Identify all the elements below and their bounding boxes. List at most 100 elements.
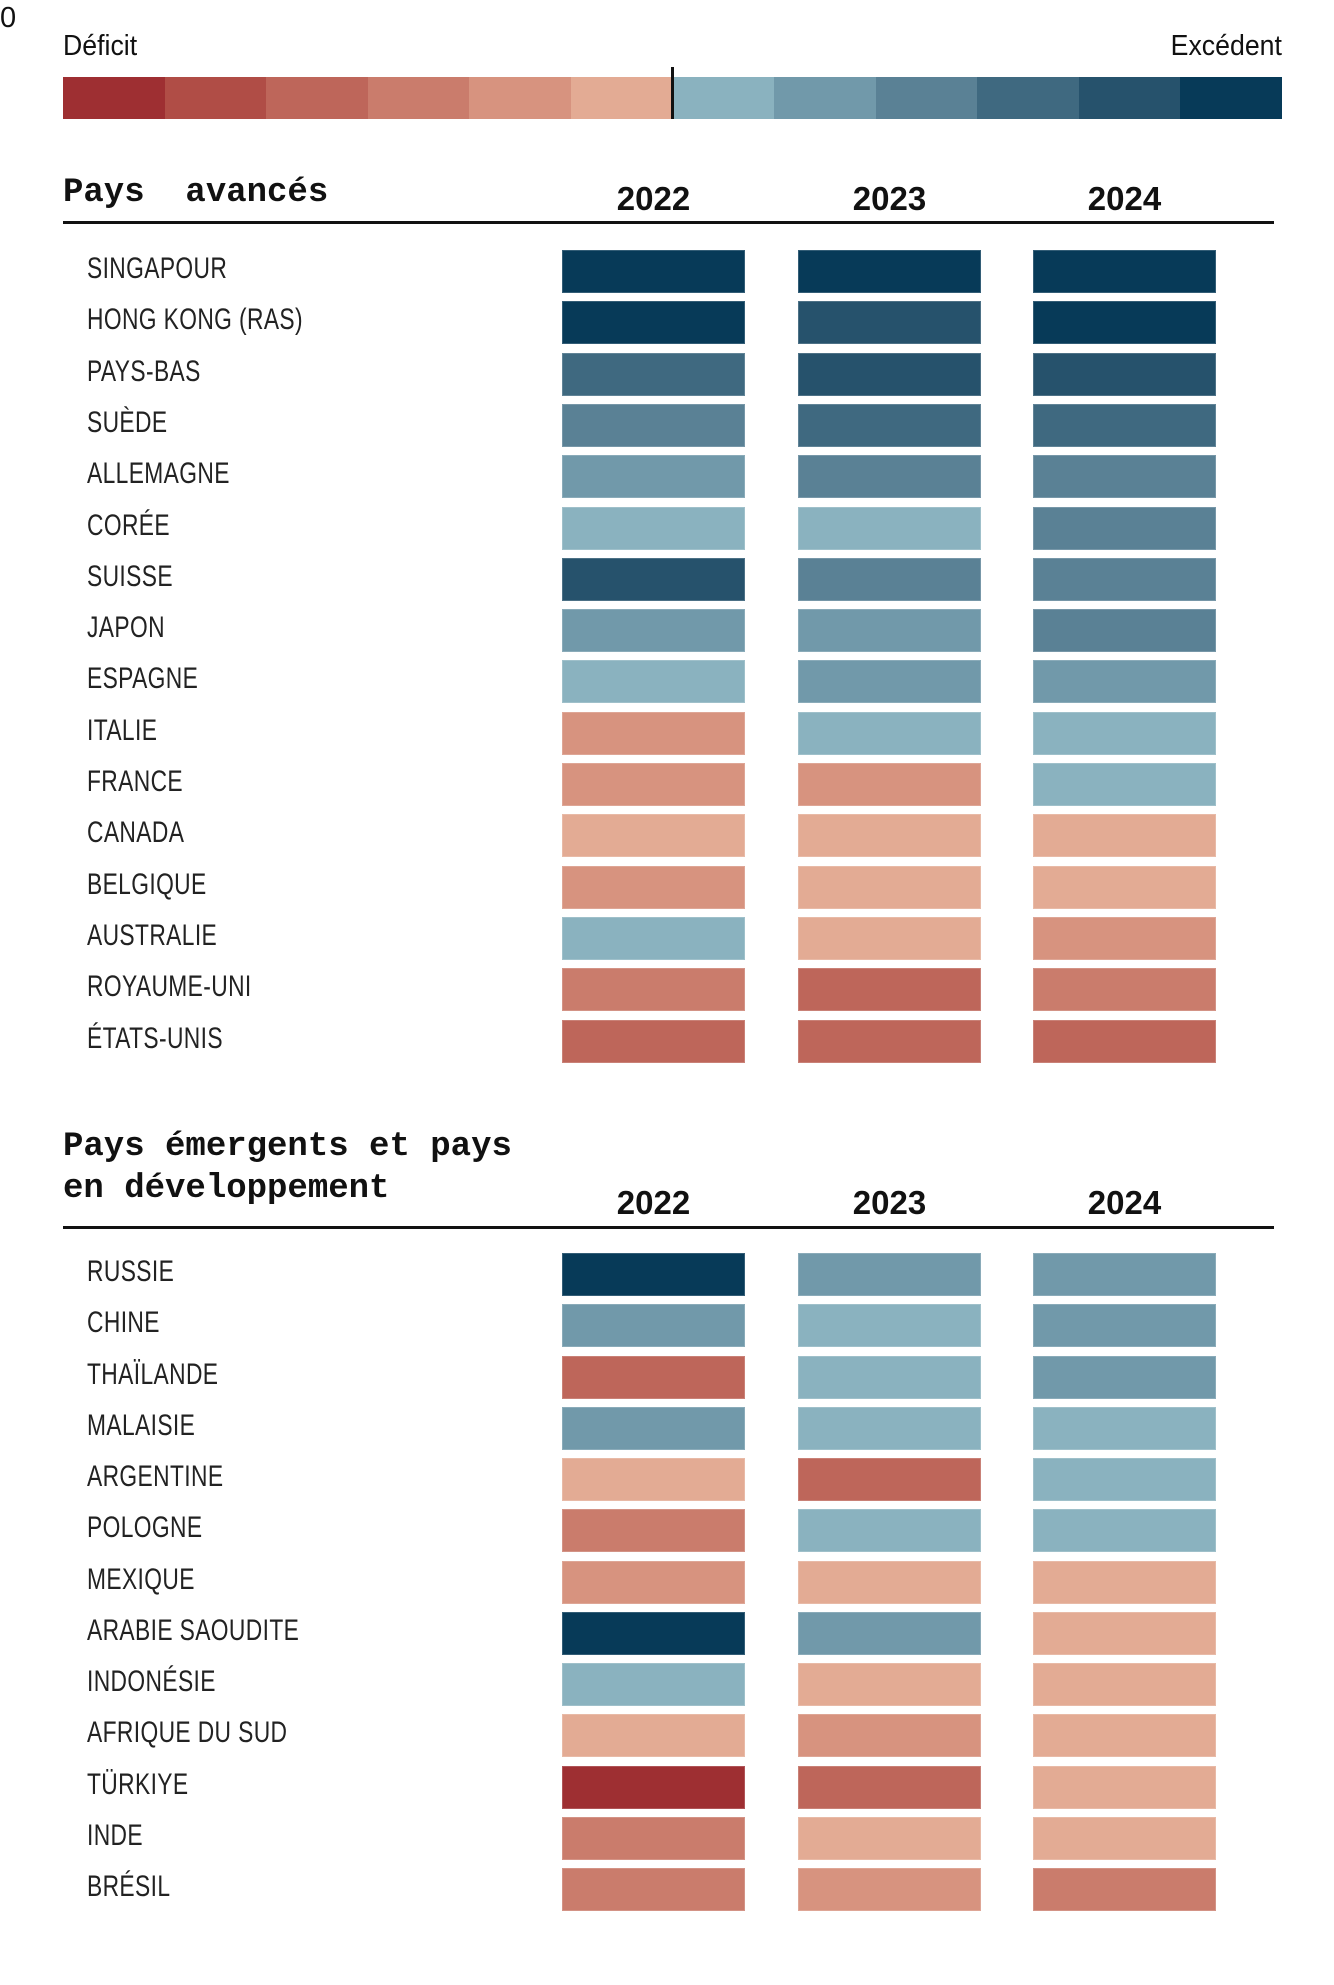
heatmap-cell (1033, 814, 1216, 858)
heatmap-cell (1033, 968, 1216, 1012)
heatmap-cell (1033, 403, 1216, 447)
heatmap-cell (1033, 352, 1216, 396)
legend-swatch (1078, 77, 1181, 119)
heatmap-cell (1033, 1765, 1216, 1809)
legend-swatch (977, 77, 1079, 119)
heatmap-cell (798, 865, 981, 909)
section-title-emerging: Pays émergents et pays en développement (63, 1128, 512, 1208)
heatmap-cell (798, 1663, 981, 1706)
row-label: THAÏLANDE (87, 1357, 219, 1391)
heatmap-cell (798, 1019, 981, 1063)
heatmap-cell (562, 1019, 745, 1063)
heatmap-cell (1033, 1611, 1216, 1655)
row-label: MALAISIE (87, 1408, 196, 1442)
row-label: ÉTATS-UNIS (87, 1021, 223, 1055)
heatmap-cell (1033, 1868, 1216, 1911)
heatmap-cell (562, 1663, 745, 1706)
heatmap-cell (562, 1355, 745, 1399)
heatmap-cell (798, 250, 981, 293)
heatmap-cell (1033, 1355, 1216, 1399)
row-label: PAYS-BAS (87, 354, 201, 388)
row-label: INDONÉSIE (87, 1665, 216, 1698)
heatmap-cell (798, 1304, 981, 1348)
heatmap-cell (798, 403, 981, 447)
row-label: SUÈDE (87, 405, 168, 439)
row-label: ARABIE SAOUDITE (87, 1613, 300, 1647)
heatmap-cell (798, 1253, 981, 1296)
heatmap-cell (562, 557, 745, 601)
heatmap-cell (1033, 506, 1216, 550)
heatmap-cell (798, 455, 981, 499)
heatmap-cell (562, 301, 745, 345)
section-divider (63, 1226, 1274, 1229)
row-label: AUSTRALIE (87, 918, 218, 952)
heatmap-cell (562, 916, 745, 960)
heatmap-cell (562, 1611, 745, 1655)
heatmap-cell (562, 609, 745, 653)
heatmap-cell (1033, 711, 1216, 755)
heatmap-cell (562, 352, 745, 396)
row-label: RUSSIE (87, 1255, 175, 1288)
heatmap-cell (1033, 301, 1216, 345)
heatmap-cell (1033, 1816, 1216, 1860)
row-label: ARGENTINE (87, 1460, 224, 1493)
heatmap-cell (562, 1714, 745, 1758)
row-label: CANADA (87, 816, 185, 850)
heatmap-cell (798, 711, 981, 755)
heatmap-cell (798, 506, 981, 550)
heatmap-cell (798, 1509, 981, 1553)
row-label: TÜRKIYE (87, 1767, 189, 1801)
heatmap-cell (562, 968, 745, 1012)
heatmap-cell (1033, 1019, 1216, 1063)
row-label: ROYAUME-UNI (87, 970, 252, 1004)
year-header-2022: 2022 (616, 180, 691, 217)
legend-swatch (63, 77, 165, 119)
heatmap-cell (562, 865, 745, 909)
row-label: ESPAGNE (87, 662, 199, 696)
year-header-2024: 2024 (1087, 1184, 1162, 1221)
heatmap-cell (1033, 660, 1216, 704)
heatmap-cell (798, 557, 981, 601)
row-label: CORÉE (87, 508, 170, 542)
heatmap-cell (562, 1458, 745, 1501)
section-title-advanced: Pays avancés (63, 174, 329, 212)
heatmap-cell (798, 763, 981, 806)
row-label: SINGAPOUR (87, 252, 228, 285)
year-header-2022: 2022 (616, 1184, 691, 1221)
heatmap-cell (1033, 609, 1216, 653)
legend-swatch (266, 77, 368, 119)
heatmap-cell (1033, 1253, 1216, 1296)
heatmap-cell (798, 1611, 981, 1655)
heatmap-cell (1033, 763, 1216, 806)
heatmap-cell (798, 352, 981, 396)
row-label: ITALIE (87, 713, 158, 747)
heatmap-cell (1033, 557, 1216, 601)
zero-marker-line (671, 67, 674, 119)
heatmap-cell (1033, 1714, 1216, 1758)
heatmap-cell (1033, 1663, 1216, 1706)
heatmap-cell (562, 1560, 745, 1604)
heatmap-cell (562, 506, 745, 550)
heatmap-cell (798, 660, 981, 704)
row-label: FRANCE (87, 765, 184, 798)
row-label: BELGIQUE (87, 867, 207, 901)
heatmap-cell (798, 968, 981, 1012)
legend-deficit-label: Déficit (63, 30, 138, 62)
heatmap-cell (1033, 1406, 1216, 1450)
row-label: INDE (87, 1818, 144, 1852)
heatmap-cell (562, 250, 745, 293)
heatmap-cell (562, 1304, 745, 1348)
section-divider (63, 221, 1274, 224)
heatmap-cell (562, 455, 745, 499)
heatmap-cell (1033, 1509, 1216, 1553)
heatmap-cell (1033, 455, 1216, 499)
year-header-2023: 2023 (852, 180, 927, 217)
heatmap-cell (798, 1406, 981, 1450)
heatmap-cell (562, 1509, 745, 1553)
heatmap-cell (1033, 1304, 1216, 1348)
heatmap-cell (1033, 865, 1216, 909)
heatmap-cell (798, 916, 981, 960)
color-scale-legend (63, 77, 1282, 119)
heatmap-cell (562, 1816, 745, 1860)
